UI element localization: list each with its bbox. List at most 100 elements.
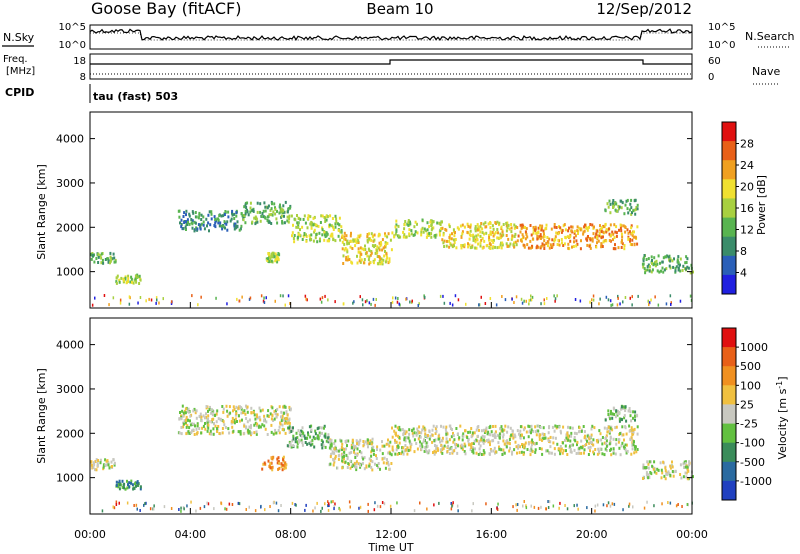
velocity-ground-speckle [328,504,330,507]
power-ground-speckle [504,298,507,302]
power-scatter-cell [266,215,269,219]
power-scatter-cell [468,237,471,241]
power-ground-speckle [501,295,503,298]
velocity-scatter-cell [487,430,490,434]
power-scatter-cell [543,243,546,247]
nave-tick-top: 60 [708,56,721,67]
velocity-scatter-cell [268,465,271,468]
velocity-ground-speckle [113,506,116,510]
velocity-scatter-cell [209,405,211,409]
velocity-ground-speckle [594,509,596,513]
velocity-scatter-cell [445,437,448,441]
velocity-scatter-cell [671,460,673,464]
velocity-scatter-cell [97,459,100,462]
power-colorbar-label: Power [dB] [755,175,768,235]
power-ground-speckle [191,294,193,298]
velocity-scatter-cell [502,439,505,443]
power-scatter-cell [233,217,236,220]
power-scatter-cell [295,225,298,229]
power-scatter-cell [569,235,572,239]
power-ground-speckle [320,300,323,304]
velocity-colorbar-swatch [722,442,736,463]
power-scatter-cell [477,233,480,237]
velocity-scatter-cell [395,440,398,444]
power-scatter-cell [469,234,472,237]
velocity-scatter-cell [137,482,140,486]
velocity-scatter-cell [518,451,521,455]
power-scatter-cell [501,241,504,245]
velocity-scatter-cell [451,428,453,431]
velocity-scatter-cell [309,443,312,447]
velocity-scatter-cell [449,427,452,431]
velocity-ground-speckle [433,503,435,507]
power-scatter-cell [618,228,620,232]
velocity-scatter-cell [236,420,238,423]
velocity-scatter-cell [372,445,375,449]
velocity-scatter-cell [400,452,403,456]
power-scatter-cell [535,231,538,235]
velocity-scatter-cell [178,417,181,421]
velocity-scatter-cell [600,438,603,442]
velocity-scatter-cell [633,427,636,431]
velocity-scatter-cell [193,422,195,426]
power-scatter-cell [202,215,205,219]
velocity-scatter-cell [189,419,191,423]
velocity-scatter-cell [128,481,131,485]
power-scatter-cell [234,224,237,228]
velocity-scatter-cell [404,439,407,443]
power-scatter-cell [264,209,267,213]
power-ground-speckle [324,294,326,298]
velocity-ground-speckle [381,501,384,504]
velocity-scatter-cell [258,424,261,428]
power-scatter-cell [616,209,619,213]
velocity-scatter-cell [228,405,231,409]
velocity-scatter-cell [391,445,394,449]
velocity-scatter-cell [435,444,438,448]
velocity-ground-speckle [450,507,453,511]
velocity-scatter-cell [494,430,497,434]
velocity-scatter-cell [548,451,551,455]
power-scatter-cell [99,254,102,258]
power-scatter-cell [346,250,349,254]
velocity-ground-speckle [389,504,392,508]
velocity-scatter-cell [541,437,544,441]
velocity-scatter-cell [262,462,265,466]
power-scatter-cell [297,225,300,229]
velocity-ground-speckle [115,500,118,504]
power-scatter-cell [359,255,362,259]
velocity-scatter-cell [370,442,373,446]
velocity-scatter-cell [692,475,694,479]
velocity-scatter-cell [280,410,283,414]
power-scatter-cell [615,234,618,238]
power-scatter-cell [202,223,205,227]
velocity-scatter-cell [282,458,285,462]
velocity-scatter-cell [389,440,392,444]
velocity-scatter-cell [433,452,436,456]
power-ground-speckle [631,303,633,307]
velocity-ground-speckle [245,508,247,511]
power-scatter-cell [562,224,565,228]
velocity-scatter-cell [634,410,637,414]
velocity-scatter-cell [275,409,277,413]
velocity-scatter-cell [501,429,504,433]
power-scatter-cell [506,221,509,225]
power-scatter-cell [335,217,338,221]
power-scatter-cell [222,214,225,218]
power-scatter-cell [350,231,352,235]
velocity-scatter-cell [240,407,243,411]
power-scatter-cell [553,223,556,226]
velocity-scatter-cell [241,418,243,422]
power-ground-speckle [145,299,147,303]
power-scatter-cell [384,243,387,247]
velocity-scatter-cell [530,428,533,432]
power-scatter-cell [624,225,627,229]
velocity-scatter-cell [335,449,338,453]
velocity-scatter-cell [461,447,464,451]
power-scatter-cell [663,268,666,272]
power-ground-speckle [579,299,582,303]
power-scatter-cell [270,252,273,256]
velocity-scatter-cell [355,465,358,469]
velocity-scatter-cell [591,424,594,428]
power-scatter-cell [523,245,526,249]
